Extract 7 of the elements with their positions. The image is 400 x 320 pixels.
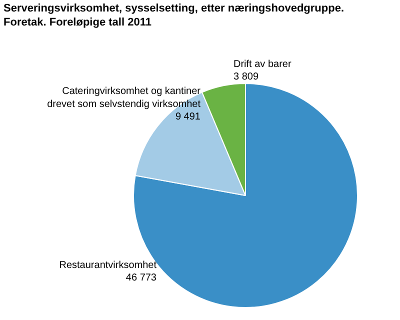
data-label: 46 773 <box>126 272 157 284</box>
slice-label: Restaurantvirksomhet <box>59 260 157 271</box>
slice-label: Drift av barer <box>234 58 292 70</box>
slice-label: Cateringvirksomhet og kantiner drevet som selvstendig virksomhet <box>47 86 202 110</box>
chart-title: Serveringsvirksomhet, sysselsetting, etter næringshovedgruppe. Foretak. Foreløpige tall 2011 <box>4 2 344 28</box>
data-label: 9 491 <box>175 112 201 122</box>
data-label: 3 809 <box>234 72 259 82</box>
